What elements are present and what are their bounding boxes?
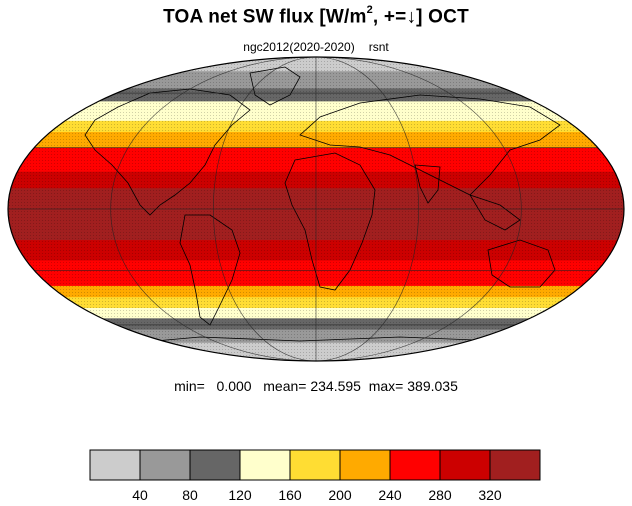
south-america-outline: [179, 214, 241, 326]
colorbar-swatch: [489, 449, 541, 481]
colorbar-tick-label: 40: [132, 487, 148, 503]
title-superscript: 2: [366, 4, 373, 16]
globe-outline: [7, 56, 625, 362]
colorbar-tick-label: 280: [428, 487, 452, 503]
stat-min-value: 0.000: [216, 378, 252, 394]
colorbar-swatch: [239, 449, 291, 481]
subtitle-case: ngc2012(2020-2020): [243, 40, 355, 54]
greenland-outline: [249, 66, 301, 106]
summary-statistics: min= 0.000 mean= 234.595 max= 389.035: [0, 378, 632, 394]
meridian-line: [315, 57, 419, 361]
colorbar-tick-label: 240: [378, 487, 402, 503]
meridian-line: [213, 57, 317, 361]
stat-max-value: 389.035: [407, 378, 458, 394]
north-america-outline: [84, 88, 251, 216]
world-map-mollweide: [7, 56, 625, 362]
colorbar-swatch: [139, 449, 191, 481]
colorbar-tick-label: 320: [478, 487, 502, 503]
india-outline: [414, 164, 441, 204]
title-tail: , +=↓] OCT: [372, 6, 469, 28]
colorbar-swatch: [189, 449, 241, 481]
colorbar-swatch: [289, 449, 341, 481]
southeast-asia-outline: [469, 194, 521, 231]
graticule: [8, 57, 624, 361]
colorbar-swatch: [389, 449, 441, 481]
map-subtitle: ngc2012(2020-2020) rsnt: [0, 40, 632, 54]
eurasia-outline: [299, 94, 561, 196]
subtitle-variable: rsnt: [368, 40, 389, 54]
map-title: TOA net SW flux [W/m2, +=↓] OCT: [0, 4, 632, 28]
colorbar-swatch: [339, 449, 391, 481]
australia-outline: [487, 239, 556, 288]
colorbar-tick-label: 80: [182, 487, 198, 503]
stat-mean-label: mean=: [263, 378, 307, 394]
colorbar-tick-label: 160: [278, 487, 302, 503]
stat-mean-value: 234.595: [310, 378, 361, 394]
stat-min-label: min=: [174, 378, 205, 394]
colorbar-tick-label: 120: [228, 487, 252, 503]
stat-max-label: max=: [368, 378, 404, 394]
colorbar-legend: 40 80 120 160 200 240 280 320: [89, 449, 541, 503]
colorbar-tick-label: 200: [328, 487, 352, 503]
meridian-line: [110, 57, 317, 361]
colorbar-swatch: [439, 449, 491, 481]
title-main: TOA net SW flux [W/m: [163, 6, 367, 28]
colorbar-swatch: [89, 449, 141, 481]
meridian-line: [315, 57, 522, 361]
